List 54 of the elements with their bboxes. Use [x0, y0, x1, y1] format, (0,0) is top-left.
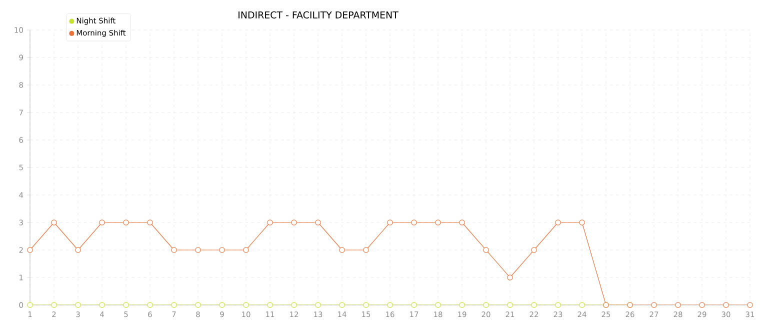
point — [483, 302, 489, 308]
point — [219, 246, 225, 253]
point — [411, 302, 417, 308]
point — [555, 302, 561, 308]
point — [243, 302, 249, 308]
point — [99, 219, 105, 226]
point — [123, 219, 129, 226]
point — [363, 302, 369, 308]
point — [555, 219, 561, 226]
point — [387, 219, 393, 226]
point — [531, 302, 537, 308]
point — [123, 302, 129, 308]
point — [315, 219, 321, 226]
point — [75, 302, 81, 308]
point — [291, 302, 297, 308]
point — [435, 302, 441, 308]
point — [483, 246, 489, 253]
point — [435, 219, 441, 226]
point — [195, 246, 201, 253]
point — [579, 302, 585, 308]
point — [243, 246, 249, 253]
point — [27, 302, 33, 308]
point — [219, 302, 225, 308]
point — [51, 219, 57, 226]
point — [171, 246, 177, 253]
point — [291, 219, 297, 226]
point — [651, 302, 657, 308]
point — [147, 219, 153, 226]
point — [27, 246, 33, 253]
point — [507, 302, 513, 308]
point — [267, 219, 273, 226]
point — [339, 302, 345, 308]
point — [459, 219, 465, 226]
point — [411, 219, 417, 226]
point — [747, 302, 753, 308]
point — [363, 246, 369, 253]
point — [99, 302, 105, 308]
point — [387, 302, 393, 308]
point — [531, 246, 537, 253]
point — [579, 219, 585, 226]
point — [723, 302, 729, 308]
point — [51, 302, 57, 308]
point — [315, 302, 321, 308]
point — [147, 302, 153, 308]
chart-title: INDIRECT - FACILITY DEPARTMENT — [238, 11, 398, 18]
point — [507, 274, 513, 280]
point — [195, 302, 201, 308]
point — [675, 302, 681, 308]
point — [75, 246, 81, 253]
point — [267, 302, 273, 308]
point — [171, 302, 177, 308]
point — [699, 302, 705, 308]
point — [339, 246, 345, 253]
point — [459, 302, 465, 308]
